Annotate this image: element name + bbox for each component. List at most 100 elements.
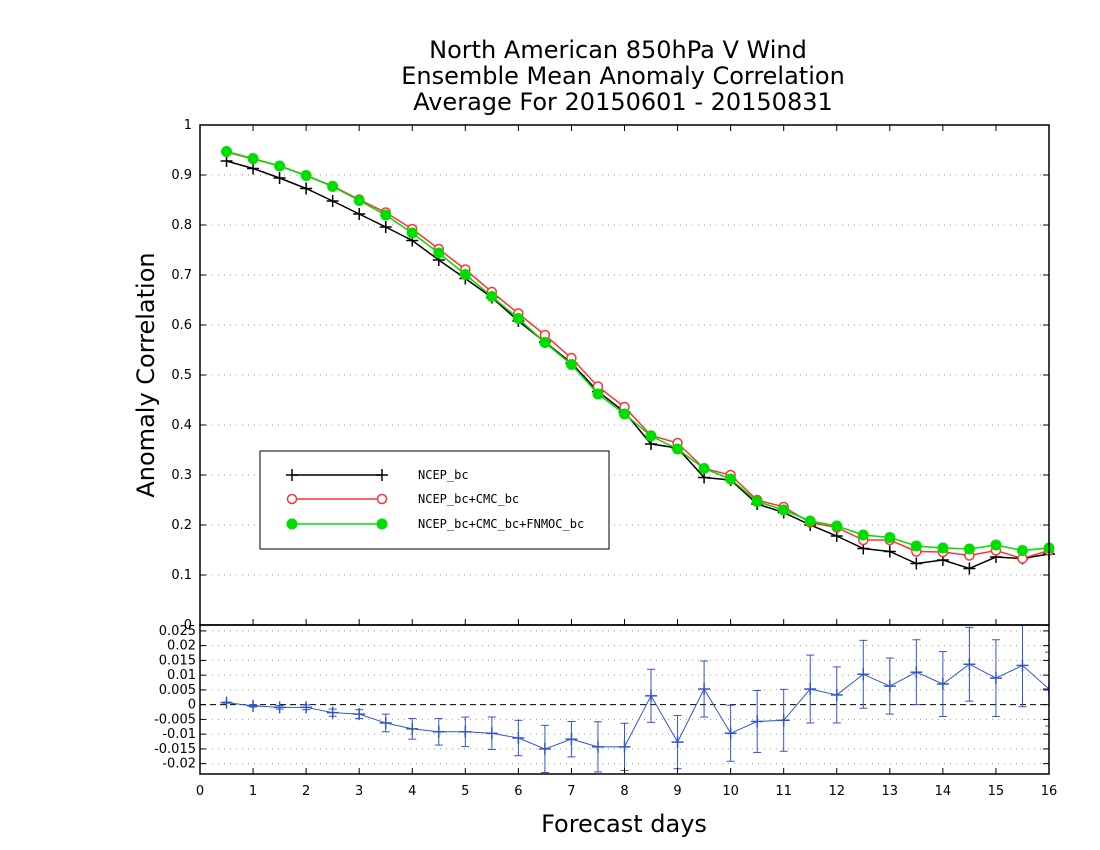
bottom-y-tick-label: 0.015 [159,653,196,668]
top-panel-series [220,146,1055,575]
data-point [326,195,339,207]
x-tick-label: 13 [882,784,899,799]
data-point [672,443,684,455]
data-point [831,520,843,532]
data-point [1016,545,1028,556]
difference-point [963,658,976,671]
data-point [247,162,260,175]
bottom-panel-y-ticks: -0.02-0.015-0.01-0.00500.0050.010.0150.0… [154,624,1049,772]
data-point [512,313,524,324]
difference-point [751,715,764,728]
legend-marker [286,518,298,530]
bottom-y-tick-label: -0.005 [154,712,196,727]
x-tick-label: 16 [1041,784,1058,799]
error-bar [1045,651,1049,727]
difference-point [883,680,896,693]
data-point [459,269,471,280]
difference-point [485,727,498,740]
data-point [592,388,604,400]
series-line [226,160,1050,570]
x-tick-label: 8 [620,784,628,799]
difference-point [936,678,949,691]
legend-label: NCEP_bc+CMC_bc+FNMOC_bc [418,517,584,531]
bottom-y-tick-label: 0.025 [159,624,196,639]
top-panel-frame [199,124,1050,626]
data-point [883,545,896,558]
legend-item-1: NCEP_bc [286,468,469,482]
chart-title: North American 850hPa V Wind Ensemble Me… [401,36,845,116]
data-point [937,542,949,554]
data-point [327,181,339,192]
legend-marker [286,469,298,481]
top-y-tick-label: 0.1 [171,568,192,583]
bottom-y-tick-label: -0.01 [162,727,196,742]
x-tick-label: 15 [988,784,1005,799]
legend-box [259,450,610,550]
difference-point [406,722,419,735]
data-point [247,153,259,164]
difference-point [645,689,658,702]
data-point [274,160,286,172]
bottom-y-tick-label: 0.005 [159,683,196,698]
data-point [698,463,710,474]
data-point [990,539,1002,551]
x-tick-label: 14 [935,784,952,799]
title-line-2: Ensemble Mean Anomaly Correlation [401,62,845,90]
bottom-y-tick-label: 0.02 [167,639,196,654]
top-y-tick-label: 0.9 [171,168,192,183]
x-tick-label: 6 [514,784,522,799]
legend-label: NCEP_bc [418,468,469,482]
difference-point [220,696,233,709]
data-point [963,562,976,575]
data-point [565,359,577,370]
legend-item-2: NCEP_bc+CMC_bc [286,492,519,506]
data-point [486,291,498,302]
data-point [406,227,418,239]
difference-point [432,725,445,738]
difference-line [226,663,1049,750]
difference-point [671,736,684,749]
legend-label: NCEP_bc+CMC_bc [418,492,519,506]
difference-point [300,701,313,714]
x-tick-label: 12 [828,784,845,799]
difference-point [830,688,843,701]
data-point [778,504,790,516]
top-y-tick-label: 0.3 [171,468,192,483]
difference-point [1016,659,1029,672]
data-point [353,208,366,220]
data-point [725,473,737,485]
difference-point [459,725,472,738]
legend-marker [286,493,298,505]
data-point [273,172,286,184]
top-y-tick-label: 0.5 [171,368,192,383]
legend-marker [376,518,388,530]
difference-point [326,706,339,719]
bottom-y-tick-label: 0.01 [167,668,196,683]
data-point [539,337,551,348]
data-point [963,543,975,555]
y-axis-title: Anomaly Correlation [132,252,160,497]
top-panel-y-ticks: 0 0.1 0.2 0.3 0.4 0.5 0.6 0.7 0.8 0.9 1 [171,118,1049,633]
series-3 [221,146,1055,556]
x-tick-label: 11 [775,784,792,799]
x-tick-label: 9 [673,784,681,799]
data-point [380,209,392,221]
data-point [910,540,922,552]
data-point [751,496,763,507]
difference-point [910,666,923,679]
x-axis-title: Forecast days [541,810,707,838]
difference-point [724,727,737,740]
difference-point [804,683,817,696]
data-point [804,515,816,527]
bottom-y-tick-label: 0 [188,698,196,713]
x-tick-label: 1 [249,784,257,799]
difference-point [512,732,525,745]
top-y-tick-label: 0.7 [171,268,192,283]
data-point [619,408,630,420]
bottom-y-tick-label: -0.02 [162,757,196,772]
legend-marker [376,469,388,481]
x-tick-label: 0 [196,784,204,799]
difference-point [698,683,711,696]
bottom-panel-grid [200,630,1049,765]
